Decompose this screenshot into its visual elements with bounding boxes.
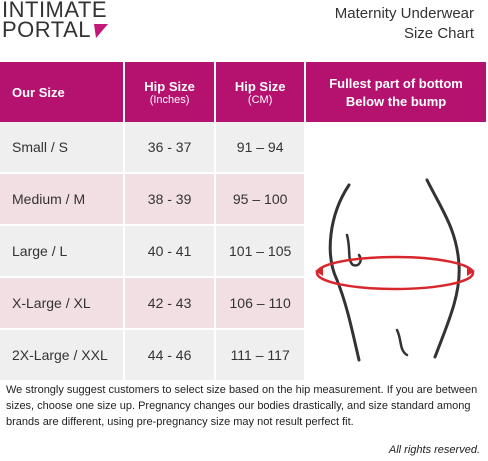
column-header: Fullest part of bottom Below the bump bbox=[305, 62, 488, 122]
title-line: Size Chart bbox=[403, 25, 474, 42]
rights: All rights reserved. bbox=[388, 444, 480, 456]
table-row: Large / L 40 - 41 101 – 105 bbox=[0, 225, 487, 278]
table-cell: 101 – 105 bbox=[215, 225, 307, 278]
column-header: Our Size bbox=[0, 62, 125, 122]
table-cell: Medium / M bbox=[0, 173, 125, 226]
table-body: Small / S 36 - 37 91 – 94 Medium / M 38 - 39… bbox=[0, 122, 487, 382]
column-subtitle: Below the bump bbox=[345, 93, 447, 109]
table-cell: 38 - 39 bbox=[123, 173, 217, 226]
size-table: Our Size Hip Size (Inches) Hip Size (CM) Full… bbox=[0, 62, 488, 382]
title: Maternity Underwear Size Chart bbox=[335, 4, 474, 44]
column-subtitle: (CM) bbox=[247, 93, 273, 106]
body-illustration bbox=[314, 178, 475, 362]
note: We strongly suggest customers to select … bbox=[6, 384, 478, 428]
column-title: Fullest part of bottom bbox=[329, 75, 463, 91]
table-cell: 42 - 43 bbox=[123, 277, 217, 330]
logo: INTIMATE PORTAL bbox=[2, 0, 108, 42]
logo-line: PORTAL bbox=[2, 17, 91, 42]
table-row: X-Large / XL 42 - 43 106 – 110 bbox=[0, 277, 487, 330]
title-line: Maternity Underwear bbox=[334, 5, 474, 22]
column-title: Hip Size bbox=[234, 78, 286, 94]
table-cell: 44 - 46 bbox=[123, 329, 217, 382]
column-header: Hip Size (Inches) bbox=[123, 62, 217, 122]
logo-line: INTIMATE bbox=[2, 0, 108, 22]
table-cell: 40 - 41 bbox=[123, 225, 217, 278]
header-row: Our Size Hip Size (Inches) Hip Size (CM) Full… bbox=[0, 62, 488, 122]
table-cell: 2X-Large / XXL bbox=[0, 329, 125, 382]
logo-mark bbox=[94, 24, 108, 38]
illustration-cell bbox=[305, 122, 487, 381]
table-row: Small / S 36 - 37 91 – 94 bbox=[0, 122, 487, 381]
table-cell: 36 - 37 bbox=[123, 122, 217, 174]
column-subtitle: (Inches) bbox=[149, 93, 190, 106]
table-cell: X-Large / XL bbox=[0, 277, 125, 330]
table-cell: 91 – 94 bbox=[215, 122, 307, 174]
table-cell: Large / L bbox=[0, 225, 125, 278]
column-header: Hip Size (CM) bbox=[215, 62, 307, 122]
table-row: 2X-Large / XXL 44 - 46 111 – 117 bbox=[0, 329, 487, 382]
column-title: Our Size bbox=[12, 84, 65, 100]
table-cell: 106 – 110 bbox=[215, 277, 307, 330]
table-cell: 95 – 100 bbox=[215, 173, 307, 226]
table-cell: Small / S bbox=[0, 122, 125, 174]
table-row: Medium / M 38 - 39 95 – 100 bbox=[0, 173, 487, 226]
column-title: Hip Size bbox=[144, 78, 195, 94]
table-cell: 111 – 117 bbox=[215, 329, 307, 382]
